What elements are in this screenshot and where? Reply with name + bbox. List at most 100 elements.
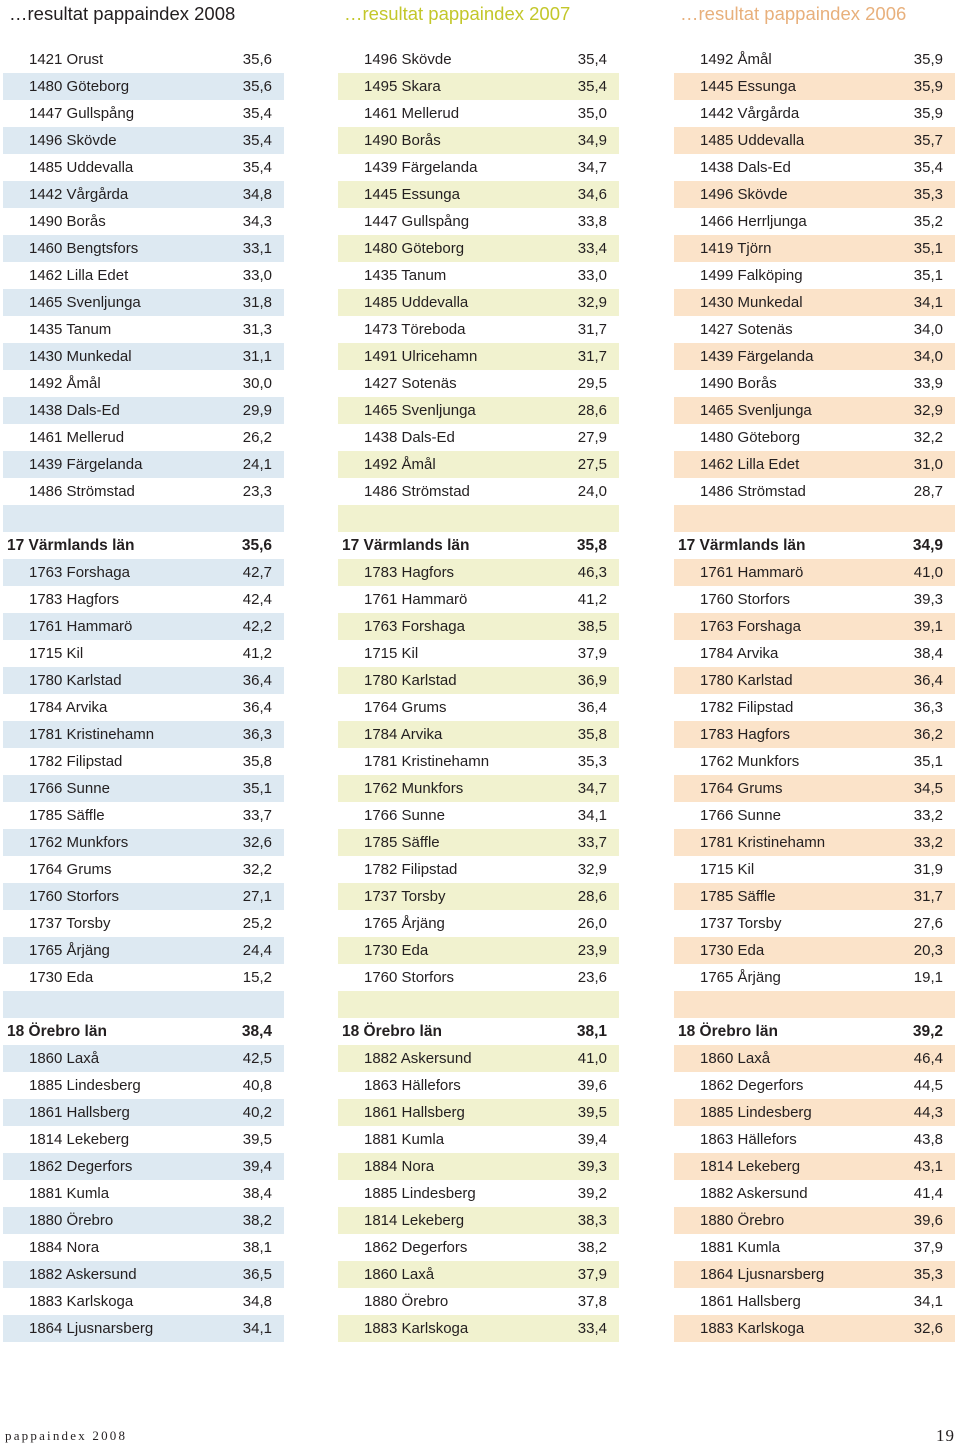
table-row: 1435 Tanum 31,3 <box>3 316 284 343</box>
table-row: 1883 Karlskoga 32,6 <box>674 1315 955 1342</box>
table-row: 1496 Skövde 35,3 <box>674 181 955 208</box>
table-row: 1881 Kumla 37,9 <box>674 1234 955 1261</box>
table-row: 1781 Kristinehamn 33,2 <box>674 829 955 856</box>
table-row: 1490 Borås 34,9 <box>338 127 619 154</box>
row-value: 42,5 <box>242 1050 272 1067</box>
table-row: 1445 Essunga 34,6 <box>338 181 619 208</box>
row-value: 23,6 <box>577 969 607 986</box>
column-header: …resultat pappaindex 2008 <box>9 3 236 24</box>
row-value: 27,9 <box>577 429 607 446</box>
table-row: 1765 Årjäng 26,0 <box>338 910 619 937</box>
row-name: 1785 Säffle <box>700 888 776 905</box>
table-row: 1439 Färgelanda 34,0 <box>674 343 955 370</box>
table-row: 1763 Forshaga 38,5 <box>338 613 619 640</box>
row-value: 41,0 <box>913 564 943 581</box>
row-value: 34,1 <box>913 294 943 311</box>
row-value: 42,7 <box>242 564 272 581</box>
table-row: 1814 Lekeberg 39,5 <box>3 1126 284 1153</box>
row-name: 1782 Filipstad <box>700 699 794 716</box>
table-row: 1435 Tanum 33,0 <box>338 262 619 289</box>
table-row: 1761 Hammarö 41,2 <box>338 586 619 613</box>
table-row: 1492 Åmål 35,9 <box>674 46 955 73</box>
row-name: 1881 Kumla <box>364 1131 445 1148</box>
table-row: 1766 Sunne 33,2 <box>674 802 955 829</box>
row-name: 1864 Ljusnarsberg <box>700 1266 825 1283</box>
table-row: 1445 Essunga 35,9 <box>674 73 955 100</box>
row-value: 35,3 <box>577 753 607 770</box>
row-name: 1760 Storfors <box>29 888 120 905</box>
row-value: 34,0 <box>913 321 943 338</box>
table-row: 1438 Dals-Ed 29,9 <box>3 397 284 424</box>
row-value: 42,2 <box>242 618 272 635</box>
row-name: 1486 Strömstad <box>29 483 135 500</box>
table-row: 1427 Sotenäs 29,5 <box>338 370 619 397</box>
row-value: 41,4 <box>913 1185 943 1202</box>
section-separator <box>338 505 619 532</box>
row-value: 34,8 <box>242 1293 272 1310</box>
table-row: 1762 Munkfors 32,6 <box>3 829 284 856</box>
table-row: 1485 Uddevalla 32,9 <box>338 289 619 316</box>
row-name: 1439 Färgelanda <box>364 159 478 176</box>
row-value: 36,3 <box>242 726 272 743</box>
row-name: 1447 Gullspång <box>364 213 470 230</box>
row-value: 26,0 <box>577 915 607 932</box>
row-name: 1715 Kil <box>364 645 419 662</box>
row-name: 1462 Lilla Edet <box>29 267 129 284</box>
row-name: 1461 Mellerud <box>364 105 460 122</box>
row-value: 40,8 <box>242 1077 272 1094</box>
row-value: 15,2 <box>242 969 272 986</box>
table-row: 1490 Borås 34,3 <box>3 208 284 235</box>
row-name: 1883 Karlskoga <box>29 1293 134 1310</box>
row-name: 1860 Laxå <box>364 1266 435 1283</box>
row-value: 27,5 <box>577 456 607 473</box>
row-value: 35,7 <box>913 132 943 149</box>
table-row: 1860 Laxå 42,5 <box>3 1045 284 1072</box>
section-separator <box>674 505 955 532</box>
table-row: 1762 Munkfors 35,1 <box>674 748 955 775</box>
row-name: 1485 Uddevalla <box>29 159 134 176</box>
row-name: 1885 Lindesberg <box>364 1185 476 1202</box>
row-name: 1438 Dals-Ed <box>700 159 791 176</box>
row-name: 1492 Åmål <box>29 375 101 392</box>
row-name: 1763 Forshaga <box>700 618 801 635</box>
table-row: 1465 Svenljunga 32,9 <box>674 397 955 424</box>
row-name: 1763 Forshaga <box>29 564 130 581</box>
row-name: 1884 Nora <box>29 1239 100 1256</box>
row-value: 38,5 <box>577 618 607 635</box>
row-value: 34,1 <box>242 1320 272 1337</box>
row-name: 1737 Torsby <box>364 888 446 905</box>
row-value: 34,7 <box>577 159 607 176</box>
table-row: 1492 Åmål 27,5 <box>338 451 619 478</box>
table-row: 1882 Askersund 41,0 <box>338 1045 619 1072</box>
row-value: 39,3 <box>577 1158 607 1175</box>
row-value: 38,1 <box>242 1239 272 1256</box>
row-value: 34,6 <box>577 186 607 203</box>
row-name: 1861 Hallsberg <box>364 1104 465 1121</box>
row-value: 35,8 <box>576 536 607 554</box>
table-row: 1763 Forshaga 39,1 <box>674 613 955 640</box>
row-name: 1496 Skövde <box>364 51 452 68</box>
row-value: 35,3 <box>913 186 943 203</box>
row-value: 34,1 <box>913 1293 943 1310</box>
row-value: 35,8 <box>577 726 607 743</box>
row-name: 1861 Hallsberg <box>29 1104 130 1121</box>
row-name: 1764 Grums <box>700 780 783 797</box>
row-name: 1439 Färgelanda <box>700 348 814 365</box>
row-name: 1781 Kristinehamn <box>364 753 490 770</box>
row-value: 38,2 <box>577 1239 607 1256</box>
table-row: 1447 Gullspång 35,4 <box>3 100 284 127</box>
row-value: 33,4 <box>577 240 607 257</box>
table-row: 1499 Falköping 35,1 <box>674 262 955 289</box>
row-value: 35,6 <box>241 536 272 554</box>
row-name: 1445 Essunga <box>700 78 796 95</box>
row-name: 1780 Karlstad <box>364 672 457 689</box>
spacer <box>674 33 955 46</box>
table-row: 1883 Karlskoga 33,4 <box>338 1315 619 1342</box>
row-value: 33,9 <box>913 375 943 392</box>
row-value: 34,5 <box>913 780 943 797</box>
row-value: 39,3 <box>913 591 943 608</box>
table-row: 1715 Kil 41,2 <box>3 640 284 667</box>
column-header: …resultat pappaindex 2007 <box>344 3 571 24</box>
row-name: 1881 Kumla <box>29 1185 110 1202</box>
row-value: 32,6 <box>242 834 272 851</box>
